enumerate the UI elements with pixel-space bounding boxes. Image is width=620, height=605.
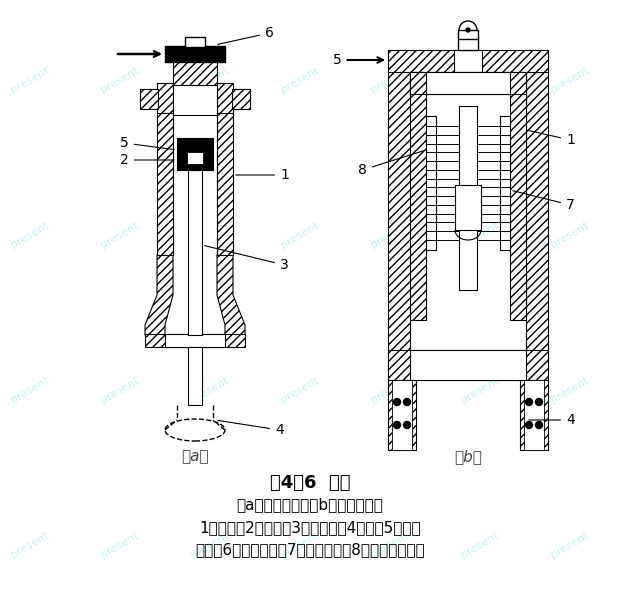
Text: present: present bbox=[459, 530, 501, 560]
Text: present: present bbox=[279, 65, 321, 95]
Text: present: present bbox=[459, 375, 501, 405]
Text: present: present bbox=[189, 220, 231, 250]
Text: present: present bbox=[99, 530, 141, 560]
Bar bbox=[173, 83, 217, 115]
Text: 图4－6  汽锤: 图4－6 汽锤 bbox=[270, 474, 350, 492]
Text: present: present bbox=[9, 530, 51, 560]
Bar bbox=[500, 116, 510, 250]
Bar bbox=[140, 89, 158, 109]
Bar bbox=[232, 89, 250, 109]
Text: 8: 8 bbox=[358, 151, 423, 177]
Bar bbox=[388, 380, 416, 450]
Text: 1－汽缸；2－活塞；3－活塞杆；4－桩；5－活塞: 1－汽缸；2－活塞；3－活塞杆；4－桩；5－活塞 bbox=[199, 520, 421, 535]
Bar bbox=[165, 334, 225, 347]
Polygon shape bbox=[217, 255, 245, 335]
Bar bbox=[455, 185, 481, 230]
Circle shape bbox=[404, 399, 410, 405]
Text: present: present bbox=[459, 65, 501, 95]
Text: present: present bbox=[369, 375, 411, 405]
Bar bbox=[145, 334, 245, 347]
Circle shape bbox=[526, 399, 533, 405]
Bar bbox=[426, 72, 510, 94]
Bar bbox=[177, 138, 213, 170]
Text: present: present bbox=[549, 220, 591, 250]
Circle shape bbox=[394, 422, 401, 428]
Bar bbox=[426, 116, 436, 250]
Text: 2: 2 bbox=[120, 153, 174, 167]
Bar bbox=[217, 113, 233, 255]
Circle shape bbox=[466, 28, 470, 32]
Text: 4: 4 bbox=[218, 420, 284, 437]
Bar bbox=[459, 106, 477, 290]
Bar bbox=[187, 152, 203, 164]
Text: 6: 6 bbox=[218, 26, 274, 44]
Bar bbox=[510, 72, 526, 320]
Bar bbox=[157, 83, 173, 115]
Bar bbox=[217, 83, 233, 115]
Text: （a）单动汽锤；（b）双动汽锤；: （a）单动汽锤；（b）双动汽锤； bbox=[237, 497, 383, 512]
Text: present: present bbox=[9, 375, 51, 405]
Bar bbox=[526, 50, 548, 380]
Bar bbox=[388, 350, 548, 380]
Bar bbox=[173, 113, 217, 255]
Text: present: present bbox=[189, 530, 231, 560]
Bar bbox=[173, 61, 217, 85]
Bar bbox=[188, 170, 202, 335]
Text: present: present bbox=[369, 530, 411, 560]
Text: 上部；6－换向阀门；7－锤的垫座；8－汽缸密封部分: 上部；6－换向阀门；7－锤的垫座；8－汽缸密封部分 bbox=[195, 543, 425, 557]
Text: 3: 3 bbox=[205, 246, 289, 272]
Circle shape bbox=[536, 422, 542, 428]
Bar bbox=[388, 50, 548, 72]
Text: 1: 1 bbox=[529, 131, 575, 147]
Bar bbox=[232, 89, 250, 109]
Text: present: present bbox=[9, 65, 51, 95]
Polygon shape bbox=[145, 255, 173, 335]
Bar bbox=[454, 50, 482, 72]
Circle shape bbox=[404, 422, 410, 428]
Bar bbox=[520, 380, 548, 450]
Text: （b）: （b） bbox=[454, 450, 482, 465]
Text: present: present bbox=[369, 65, 411, 95]
Circle shape bbox=[526, 422, 533, 428]
Bar bbox=[157, 113, 173, 255]
Bar bbox=[140, 89, 158, 109]
Bar bbox=[185, 37, 205, 47]
Text: present: present bbox=[549, 375, 591, 405]
Bar bbox=[188, 347, 202, 405]
Bar bbox=[410, 72, 526, 94]
Text: present: present bbox=[279, 530, 321, 560]
Text: present: present bbox=[549, 530, 591, 560]
Text: present: present bbox=[99, 65, 141, 95]
Bar bbox=[410, 72, 426, 320]
Text: 5: 5 bbox=[333, 53, 383, 67]
Bar bbox=[392, 380, 412, 450]
Text: present: present bbox=[549, 65, 591, 95]
Bar bbox=[524, 380, 544, 450]
Bar bbox=[458, 30, 478, 39]
Text: 1: 1 bbox=[236, 168, 289, 182]
Text: 5: 5 bbox=[120, 136, 174, 150]
Circle shape bbox=[394, 399, 401, 405]
Text: present: present bbox=[99, 375, 141, 405]
Bar bbox=[410, 350, 526, 380]
Text: 7: 7 bbox=[513, 191, 575, 212]
Text: present: present bbox=[369, 220, 411, 250]
Bar bbox=[388, 50, 410, 380]
Text: present: present bbox=[99, 220, 141, 250]
Text: （a）: （a） bbox=[181, 450, 209, 465]
Text: present: present bbox=[9, 220, 51, 250]
Bar bbox=[165, 46, 225, 62]
Text: present: present bbox=[189, 65, 231, 95]
Text: present: present bbox=[189, 375, 231, 405]
Text: 4: 4 bbox=[529, 413, 575, 427]
Text: present: present bbox=[279, 375, 321, 405]
Text: present: present bbox=[279, 220, 321, 250]
Circle shape bbox=[536, 399, 542, 405]
Bar bbox=[458, 38, 478, 50]
Text: present: present bbox=[459, 220, 501, 250]
